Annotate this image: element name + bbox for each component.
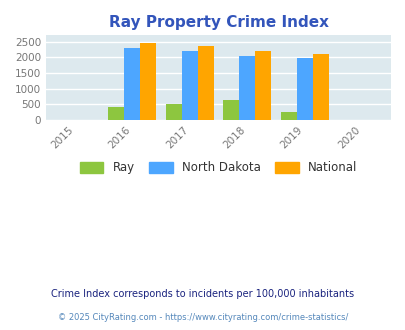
Title: Ray Property Crime Index: Ray Property Crime Index <box>108 15 328 30</box>
Bar <box>197 46 213 120</box>
Bar <box>165 104 181 120</box>
Bar <box>223 100 239 120</box>
Text: Crime Index corresponds to incidents per 100,000 inhabitants: Crime Index corresponds to incidents per… <box>51 289 354 299</box>
Text: © 2025 CityRating.com - https://www.cityrating.com/crime-statistics/: © 2025 CityRating.com - https://www.city… <box>58 313 347 322</box>
Bar <box>312 54 328 120</box>
Bar <box>255 51 271 120</box>
Bar <box>124 48 140 120</box>
Legend: Ray, North Dakota, National: Ray, North Dakota, National <box>76 158 360 178</box>
Bar <box>140 43 156 120</box>
Bar <box>181 51 197 120</box>
Bar <box>280 112 296 120</box>
Bar <box>296 58 312 120</box>
Bar <box>239 56 255 120</box>
Bar <box>108 107 124 120</box>
